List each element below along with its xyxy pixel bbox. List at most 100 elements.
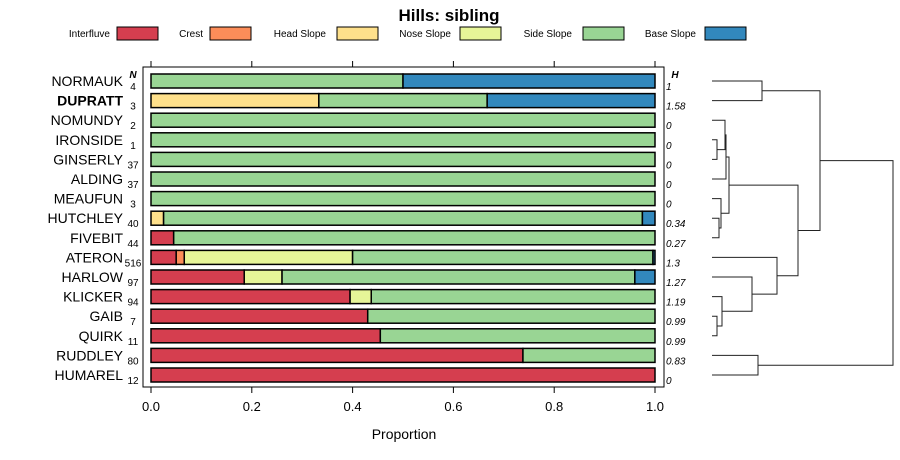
bar-rows: NORMAUK 4 1 DUPRATT 3 1.58 NOMUNDY 2 0 IRONSIDE 1 0…	[48, 73, 686, 387]
bar-segment-interfluve	[150, 288, 351, 305]
dendrogram-branch	[721, 156, 730, 214]
legend: Interfluve Crest Head Slope Nose Slope Side …	[69, 26, 747, 41]
row-label: HARLOW	[62, 269, 124, 285]
x-tick-label: 0.0	[142, 399, 160, 414]
bar-segment-interfluve	[150, 347, 524, 364]
h-value: 1.58	[666, 102, 686, 113]
bar-row: IRONSIDE 1 0	[55, 132, 672, 152]
bar-segment-base-slope	[486, 92, 656, 109]
n-value: 12	[127, 376, 139, 387]
bar-row: FIVEBIT 44 0.27	[70, 230, 686, 250]
legend-swatch	[209, 26, 252, 41]
n-value: 7	[130, 317, 136, 328]
bar-segment-interfluve	[150, 269, 245, 285]
bar-row: QUIRK 11 0.99	[79, 328, 686, 348]
dendrogram-branch	[712, 198, 722, 229]
x-tick-label: 0.6	[444, 399, 462, 414]
dendrogram-branch	[712, 354, 759, 376]
row-label: FIVEBIT	[70, 230, 123, 246]
row-label: ALDING	[71, 171, 123, 187]
h-value: 0.27	[666, 239, 686, 250]
h-value: 1.27	[666, 278, 686, 289]
bar-segment-side-slope	[522, 347, 656, 364]
x-axis: 0.0 0.2 0.4 0.6 0.8 1.0	[142, 61, 664, 414]
h-value: 1.3	[666, 258, 680, 269]
row-label: IRONSIDE	[55, 132, 123, 148]
legend-swatch	[459, 26, 502, 41]
legend-swatch	[336, 26, 379, 41]
bar-row: GINSERLY 37 0	[53, 151, 672, 171]
bar-segment-interfluve	[150, 249, 177, 266]
bar-segment-side-slope	[162, 210, 644, 226]
dendrogram	[712, 80, 894, 376]
row-label: HUTCHLEY	[48, 210, 124, 226]
legend-swatch	[582, 26, 625, 41]
x-axis-label: Proportion	[372, 426, 437, 442]
n-value: 37	[127, 180, 139, 191]
bar-segment-base-slope	[652, 249, 656, 266]
n-value: 80	[127, 356, 139, 367]
bar-segment-interfluve	[150, 230, 175, 246]
bar-segment-side-slope	[370, 288, 656, 305]
dendrogram-branch	[712, 315, 718, 337]
legend-label: Crest	[179, 29, 203, 40]
bar-segment-nose-slope	[183, 249, 354, 266]
bar-row: HARLOW 97 1.27	[62, 269, 686, 289]
row-label: NOMUNDY	[51, 112, 124, 128]
h-value: 1.19	[666, 298, 686, 309]
x-tick-label: 1.0	[646, 399, 664, 414]
bar-row: NOMUNDY 2 0	[51, 112, 672, 132]
n-header: N	[129, 70, 137, 81]
bar-segment-side-slope	[351, 249, 654, 266]
bar-row: ALDING 37 0	[71, 171, 672, 191]
dendrogram-branch	[712, 80, 763, 102]
legend-label: Nose Slope	[399, 29, 451, 40]
dendrogram-branch	[758, 160, 894, 366]
bar-segment-interfluve	[150, 328, 382, 344]
n-value: 3	[130, 102, 136, 113]
bar-segment-head-slope	[150, 92, 320, 109]
row-label: MEAUFUN	[54, 191, 123, 207]
plot-frame	[142, 66, 665, 388]
h-value: 0	[666, 160, 672, 171]
row-label: GINSERLY	[53, 151, 123, 167]
h-header: H	[671, 70, 679, 81]
legend-label: Base Slope	[645, 29, 697, 40]
bar-segment-nose-slope	[243, 269, 283, 285]
legend-swatch	[704, 26, 747, 41]
h-value: 0	[666, 200, 672, 211]
row-label: QUIRK	[79, 328, 124, 344]
row-label: GAIB	[90, 308, 123, 324]
bar-segment-side-slope	[150, 171, 656, 187]
bar-segment-base-slope	[402, 73, 656, 89]
legend-swatch	[116, 26, 159, 41]
bar-segment-side-slope	[150, 112, 656, 128]
h-value: 0	[666, 141, 672, 152]
dendrogram-branch	[712, 134, 727, 180]
bar-segment-side-slope	[150, 190, 656, 207]
bar-row: GAIB 7 0.99	[90, 308, 686, 328]
bar-segment-side-slope	[366, 308, 656, 324]
bar-segment-head-slope	[150, 210, 165, 226]
dendrogram-branch	[729, 184, 799, 277]
bar-row: ATERON 516 1.3	[66, 249, 681, 269]
n-value: 516	[125, 258, 142, 269]
h-value: 0	[666, 376, 672, 387]
n-value: 4	[130, 82, 136, 93]
n-value: 1	[130, 141, 136, 152]
bar-segment-interfluve	[150, 308, 369, 324]
bar-row: KLICKER 94 1.19	[63, 289, 686, 309]
bar-segment-nose-slope	[349, 288, 372, 305]
bar-segment-side-slope	[172, 230, 656, 246]
n-value: 94	[127, 298, 139, 309]
bar-row: DUPRATT 3 1.58	[57, 93, 686, 113]
bar-segment-crest	[175, 249, 186, 266]
bar-segment-side-slope	[379, 328, 656, 344]
bar-segment-side-slope	[150, 132, 656, 148]
bar-row: RUDDLEY 80 0.83	[56, 347, 686, 367]
h-value: 0.83	[666, 356, 686, 367]
bar-row: NORMAUK 4 1	[51, 73, 671, 93]
n-value: 11	[128, 337, 139, 348]
